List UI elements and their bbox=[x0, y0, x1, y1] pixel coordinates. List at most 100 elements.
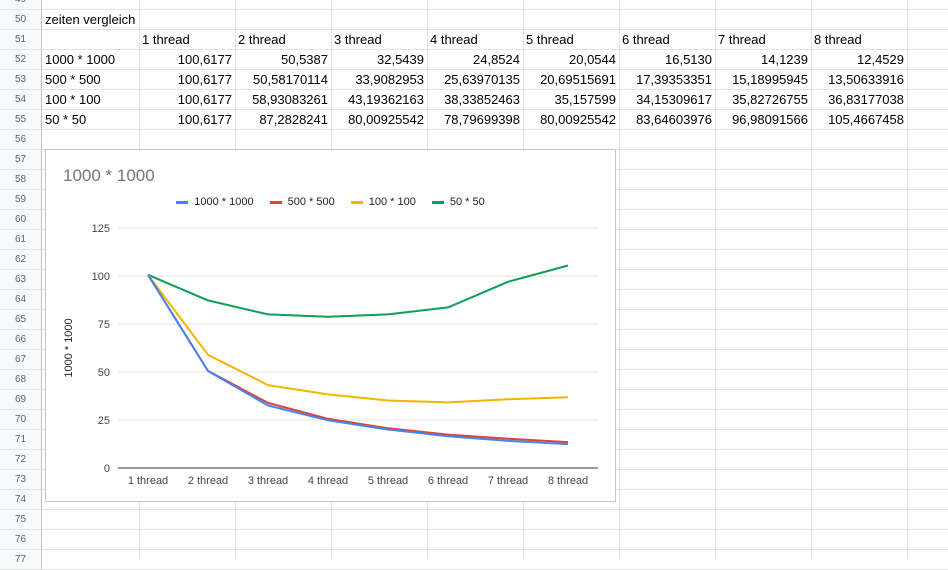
value-cell[interactable]: 17,39353351 bbox=[636, 72, 712, 87]
value-cell[interactable]: 32,5439 bbox=[377, 52, 424, 67]
value-cell[interactable]: 83,64603976 bbox=[636, 112, 712, 127]
value-cell[interactable]: 96,98091566 bbox=[732, 112, 808, 127]
row-header[interactable]: 67 bbox=[0, 350, 42, 370]
row-header[interactable]: 63 bbox=[0, 270, 42, 290]
value-cell[interactable]: 16,5130 bbox=[665, 52, 712, 67]
row-header[interactable]: 50 bbox=[0, 10, 42, 30]
value-cell[interactable]: 105,4667458 bbox=[828, 112, 904, 127]
title-cell[interactable]: zeiten vergleich bbox=[45, 12, 136, 27]
value-cell[interactable]: 24,8524 bbox=[473, 52, 520, 67]
row-header[interactable]: 57 bbox=[0, 150, 42, 170]
row-header[interactable]: 75 bbox=[0, 510, 42, 530]
x-tick-label: 4 thread bbox=[308, 475, 348, 487]
y-tick-label: 25 bbox=[98, 415, 110, 427]
row-header[interactable]: 64 bbox=[0, 290, 42, 310]
row-header[interactable]: 77 bbox=[0, 550, 42, 570]
row-header[interactable]: 53 bbox=[0, 70, 42, 90]
series-line[interactable] bbox=[147, 264, 569, 318]
row-header[interactable]: 49 bbox=[0, 0, 42, 10]
header-cell[interactable]: 3 thread bbox=[334, 32, 382, 47]
row-header[interactable]: 56 bbox=[0, 130, 42, 150]
value-cell[interactable]: 38,33852463 bbox=[444, 92, 520, 107]
x-tick-label: 7 thread bbox=[488, 475, 528, 487]
x-tick-label: 8 thread bbox=[548, 475, 588, 487]
header-cell[interactable]: 2 thread bbox=[238, 32, 286, 47]
header-cell[interactable]: 4 thread bbox=[430, 32, 478, 47]
value-cell[interactable]: 100,6177 bbox=[177, 52, 232, 67]
value-cell[interactable]: 43,19362163 bbox=[348, 92, 424, 107]
row-header[interactable]: 69 bbox=[0, 390, 42, 410]
chart-legend: 1000 * 1000 500 * 500 100 * 100 50 * 50 bbox=[46, 196, 615, 208]
value-cell[interactable]: 25,63970135 bbox=[444, 72, 520, 87]
row-header[interactable]: 72 bbox=[0, 450, 42, 470]
value-cell[interactable]: 34,15309617 bbox=[636, 92, 712, 107]
value-cell[interactable]: 35,157599 bbox=[554, 92, 616, 107]
row-header[interactable]: 68 bbox=[0, 370, 42, 390]
header-cell[interactable]: 8 thread bbox=[814, 32, 862, 47]
row-header[interactable]: 52 bbox=[0, 50, 42, 70]
line-chart[interactable]: 1000 * 1000 1000 * 1000 500 * 500 100 * 10… bbox=[45, 149, 616, 502]
y-tick-label: 50 bbox=[98, 367, 110, 379]
row-header[interactable]: 65 bbox=[0, 310, 42, 330]
row-header[interactable]: 66 bbox=[0, 330, 42, 350]
value-cell[interactable]: 100,6177 bbox=[177, 112, 232, 127]
grid-line bbox=[715, 0, 716, 558]
series-line[interactable] bbox=[147, 274, 569, 444]
series-line[interactable] bbox=[147, 274, 569, 446]
value-cell[interactable]: 100,6177 bbox=[177, 92, 232, 107]
value-cell[interactable]: 14,1239 bbox=[761, 52, 808, 67]
header-cell[interactable]: 6 thread bbox=[622, 32, 670, 47]
row-header[interactable]: 61 bbox=[0, 230, 42, 250]
row-header[interactable]: 55 bbox=[0, 110, 42, 130]
row-label-cell[interactable]: 500 * 500 bbox=[45, 72, 101, 87]
row-header[interactable]: 76 bbox=[0, 530, 42, 550]
value-cell[interactable]: 33,9082953 bbox=[355, 72, 424, 87]
grid-line bbox=[811, 0, 812, 558]
value-cell[interactable]: 20,0544 bbox=[569, 52, 616, 67]
series-line[interactable] bbox=[147, 274, 569, 404]
row-header[interactable]: 73 bbox=[0, 470, 42, 490]
value-cell[interactable]: 50,5387 bbox=[281, 52, 328, 67]
row-header[interactable]: 70 bbox=[0, 410, 42, 430]
row-label-cell[interactable]: 1000 * 1000 bbox=[45, 52, 116, 67]
value-cell[interactable]: 20,69515691 bbox=[540, 72, 616, 87]
grid-line bbox=[42, 109, 948, 110]
row-label-cell[interactable]: 50 * 50 bbox=[45, 112, 87, 127]
value-cell[interactable]: 50,58170114 bbox=[253, 72, 328, 87]
legend-label: 500 * 500 bbox=[287, 196, 335, 208]
value-cell[interactable]: 13,50633916 bbox=[828, 72, 904, 87]
legend-item[interactable]: 100 * 100 bbox=[350, 196, 416, 208]
value-cell[interactable]: 78,79699398 bbox=[444, 112, 520, 127]
value-cell[interactable]: 36,83177038 bbox=[828, 92, 904, 107]
row-header[interactable]: 59 bbox=[0, 190, 42, 210]
legend-item[interactable]: 50 * 50 bbox=[431, 196, 485, 208]
row-header[interactable]: 60 bbox=[0, 210, 42, 230]
value-cell[interactable]: 12,4529 bbox=[857, 52, 904, 67]
y-tick-label: 125 bbox=[92, 223, 110, 235]
row-label-cell[interactable]: 100 * 100 bbox=[45, 92, 101, 107]
row-header[interactable]: 51 bbox=[0, 30, 42, 50]
legend-label: 100 * 100 bbox=[368, 196, 416, 208]
legend-label: 50 * 50 bbox=[449, 196, 485, 208]
row-header[interactable]: 62 bbox=[0, 250, 42, 270]
value-cell[interactable]: 87,2828241 bbox=[259, 112, 328, 127]
row-header[interactable]: 71 bbox=[0, 430, 42, 450]
header-cell[interactable]: 1 thread bbox=[142, 32, 190, 47]
value-cell[interactable]: 35,82726755 bbox=[732, 92, 808, 107]
legend-item[interactable]: 1000 * 1000 bbox=[176, 196, 254, 208]
grid-line bbox=[619, 0, 620, 558]
value-cell[interactable]: 80,00925542 bbox=[540, 112, 616, 127]
value-cell[interactable]: 58,93083261 bbox=[252, 92, 328, 107]
header-cell[interactable]: 5 thread bbox=[526, 32, 574, 47]
legend-swatch bbox=[269, 200, 282, 204]
header-cell[interactable]: 7 thread bbox=[718, 32, 766, 47]
legend-swatch bbox=[176, 200, 189, 204]
value-cell[interactable]: 100,6177 bbox=[177, 72, 232, 87]
legend-item[interactable]: 500 * 500 bbox=[269, 196, 335, 208]
value-cell[interactable]: 80,00925542 bbox=[348, 112, 424, 127]
row-header[interactable]: 54 bbox=[0, 90, 42, 110]
row-header[interactable]: 58 bbox=[0, 170, 42, 190]
row-header[interactable]: 74 bbox=[0, 490, 42, 510]
value-cell[interactable]: 15,18995945 bbox=[732, 72, 808, 87]
